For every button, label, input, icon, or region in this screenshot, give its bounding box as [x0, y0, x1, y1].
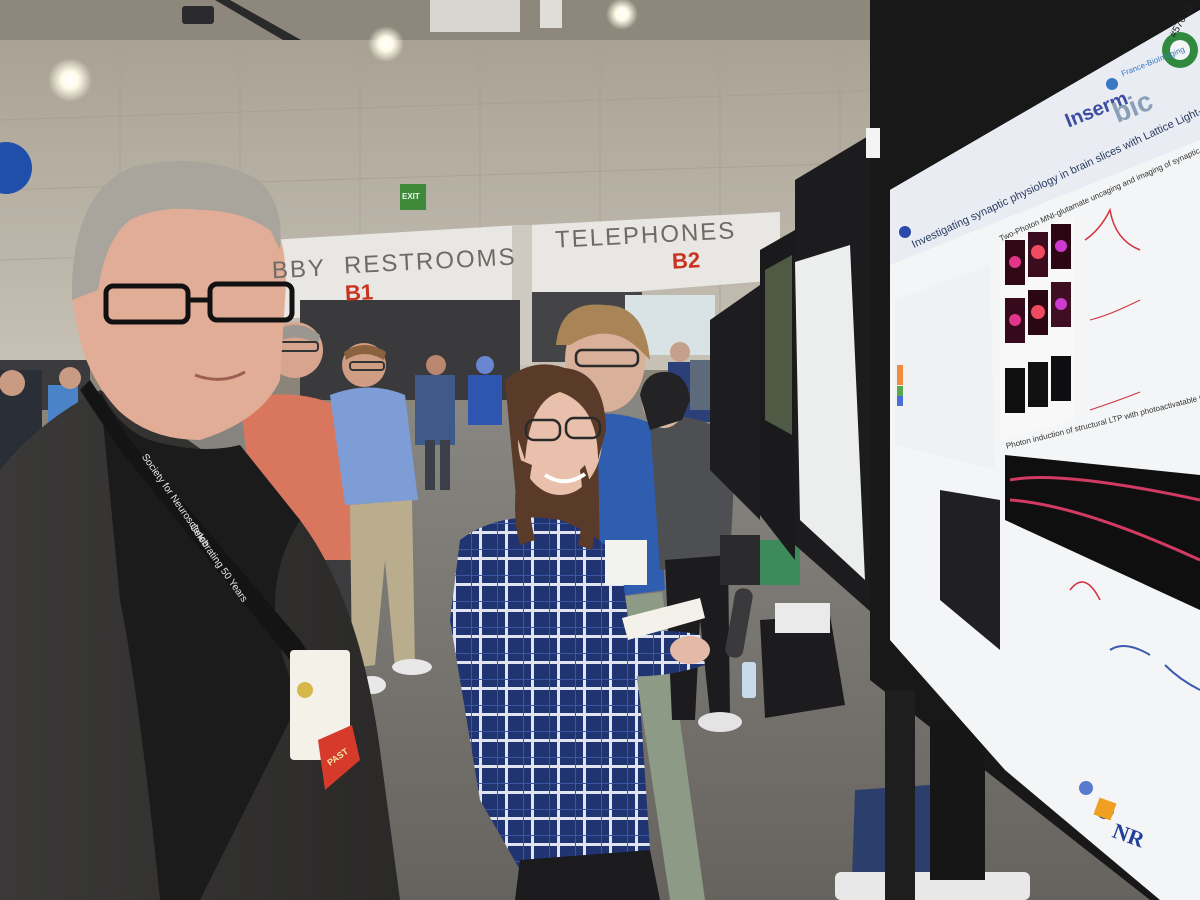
woman-plaid-shirt: [450, 364, 710, 900]
ceiling-light: [48, 58, 92, 102]
exit-sign-text: EXIT: [402, 192, 420, 201]
face: [72, 180, 286, 440]
ceiling-speaker: [182, 6, 214, 24]
plaid-shirt: [450, 517, 650, 870]
man-black-jacket: [0, 160, 400, 900]
ceiling-light: [368, 26, 404, 62]
restrooms-sign: [270, 225, 520, 320]
microscopy-grid-3: [940, 490, 1000, 650]
telephones-code: B2: [671, 247, 701, 274]
board-tag: [866, 128, 880, 158]
name-badge: [605, 540, 647, 585]
lanyard: [80, 380, 320, 680]
paper-sheet: [622, 598, 705, 640]
microscopy-grid-1: [1005, 224, 1071, 413]
badge-ribbon: [318, 725, 360, 790]
microscopy-grid-2: [1005, 455, 1200, 610]
grey-hair: [71, 160, 281, 300]
ceiling-panel: [430, 0, 520, 32]
ceiling-beam: [215, 0, 310, 50]
telephones-sign: [530, 212, 780, 300]
exit-sign: [400, 184, 426, 210]
main-poster-content: [866, 10, 1200, 821]
black-glasses: [103, 283, 191, 325]
ceiling-light: [606, 0, 638, 30]
lobby-sign-text: BBY: [271, 254, 327, 285]
restrooms-code: B1: [344, 279, 374, 306]
poster-2: [795, 245, 865, 580]
blue-sign: [0, 142, 32, 194]
man-blue-shirt: [330, 343, 432, 694]
